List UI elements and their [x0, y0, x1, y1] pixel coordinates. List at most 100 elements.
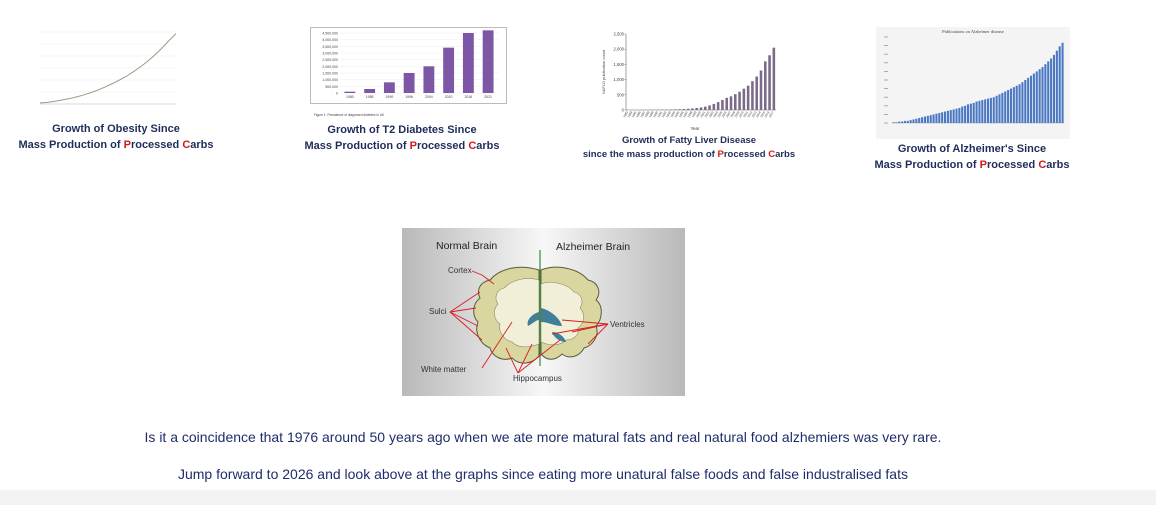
x-tick-label: 2004 — [712, 110, 719, 118]
bar — [1044, 64, 1047, 123]
bar — [932, 114, 935, 123]
alzheimer-brain-ventricle-2 — [552, 332, 566, 342]
y-tick-label: 1,000,000 — [322, 78, 338, 82]
x-tick-label: 1987 — [639, 110, 646, 118]
x-tick-label: 1989 — [648, 110, 655, 118]
x-tick-label: 1990 — [652, 110, 659, 118]
alzheimer-brain-ventricle — [541, 308, 562, 326]
x-tick-label: 1984 — [626, 110, 633, 118]
bar — [984, 99, 987, 123]
brain-diagram-svg: Normal Brain Alzheimer Brain Cortex Sulc… — [402, 228, 685, 396]
bar — [1007, 90, 1010, 123]
x-tick-label: 2016 — [464, 95, 472, 99]
bar — [1018, 84, 1021, 123]
y-axis-label: NAFLD publication count — [601, 49, 606, 94]
y-tick-label: 500 — [617, 92, 625, 97]
bar — [674, 109, 677, 110]
alzheimer-brain-title: Alzheimer Brain — [556, 241, 630, 253]
bar — [969, 103, 972, 123]
bar — [403, 73, 415, 93]
bar — [344, 91, 356, 93]
x-tick-label: 2006 — [721, 110, 728, 118]
footer-band — [0, 490, 1156, 505]
bar — [898, 121, 901, 123]
bar — [892, 122, 895, 123]
bar — [915, 118, 918, 123]
bar — [952, 109, 955, 123]
x-tick-label: 1985 — [631, 110, 638, 118]
y-tick-label: 0 — [336, 92, 338, 96]
bar — [1021, 82, 1024, 123]
x-tick-label: 1996 — [678, 110, 685, 118]
bar — [443, 47, 455, 93]
normal-brain-ventricle — [527, 312, 539, 326]
x-tick-label: 1996 — [405, 95, 413, 99]
bar — [961, 106, 964, 123]
label-hippocampus: Hippocampus — [513, 374, 562, 383]
x-tick-label: 2012 — [746, 110, 753, 118]
bar — [1024, 80, 1027, 123]
bar — [992, 97, 995, 123]
normal-brain-white-matter — [494, 278, 540, 348]
bar — [955, 108, 958, 123]
x-tick-label: 1983 — [622, 110, 629, 118]
bar — [1015, 85, 1018, 123]
bar — [462, 33, 474, 93]
bar — [935, 113, 938, 123]
bar — [1004, 91, 1007, 123]
y-tick-mark — [884, 105, 888, 107]
bar — [738, 91, 741, 110]
y-tick-mark — [884, 71, 888, 72]
x-tick-label: 2000 — [695, 110, 702, 118]
x-tick-label: 1998 — [686, 110, 693, 118]
bar — [946, 110, 949, 123]
x-tick-label: 1993 — [665, 110, 672, 118]
x-tick-label: 2017 — [768, 110, 775, 118]
label-pointer-lines — [449, 270, 609, 374]
label-cortex: Cortex — [448, 266, 472, 275]
bar — [944, 111, 947, 123]
y-tick-label: 2,500,000 — [322, 58, 338, 62]
x-tick-label: 2004 — [425, 95, 433, 99]
body-text-line-2: Jump forward to 2026 and look above at t… — [177, 466, 908, 482]
bar — [721, 99, 724, 110]
y-tick-label: 4,000,000 — [322, 38, 338, 42]
bar — [995, 95, 998, 123]
y-tick-label: 3,000,000 — [322, 52, 338, 56]
y-tick-label: 0 — [622, 108, 625, 113]
x-tick-label: 1985 — [366, 95, 374, 99]
label-ventricles: Ventricles — [610, 320, 645, 329]
x-tick-label: 2013 — [751, 110, 758, 118]
x-tick-label: 2015 — [759, 110, 766, 118]
bar — [1047, 61, 1050, 123]
x-tick-label: 1994 — [669, 110, 676, 118]
bar — [695, 108, 698, 110]
bar — [1052, 54, 1055, 123]
y-tick-mark — [884, 45, 888, 46]
bar — [903, 120, 906, 123]
y-tick-mark — [884, 53, 888, 55]
y-tick-mark — [884, 88, 888, 89]
bar — [921, 117, 924, 123]
chart-background — [30, 28, 180, 118]
y-tick-label: 1,000 — [614, 77, 625, 82]
x-tick-label: 1988 — [644, 110, 651, 118]
bar — [1027, 77, 1030, 123]
caption-line-2: Mass Production of Processed Carbs — [874, 159, 1070, 171]
series-line — [39, 33, 177, 104]
brain-comparison-diagram: Normal Brain Alzheimer Brain Cortex Sulc… — [402, 228, 685, 396]
normal-brain-title: Normal Brain — [436, 240, 497, 252]
y-tick-label: 2,000,000 — [322, 65, 338, 69]
fatty-liver-caption: Growth of Fatty Liver Disease since the … — [572, 134, 806, 162]
bar — [742, 88, 746, 110]
bar — [1058, 46, 1061, 123]
bar — [958, 107, 961, 123]
y-tick-mark — [884, 36, 888, 38]
bar — [923, 116, 926, 123]
bar — [981, 100, 984, 123]
bar — [1061, 42, 1064, 123]
caption-line-1: Growth of Fatty Liver Disease — [621, 135, 757, 146]
bar — [1001, 92, 1004, 123]
x-tick-label: 2008 — [729, 110, 736, 118]
caption-line-2: since the mass production of Processed C… — [582, 149, 796, 160]
